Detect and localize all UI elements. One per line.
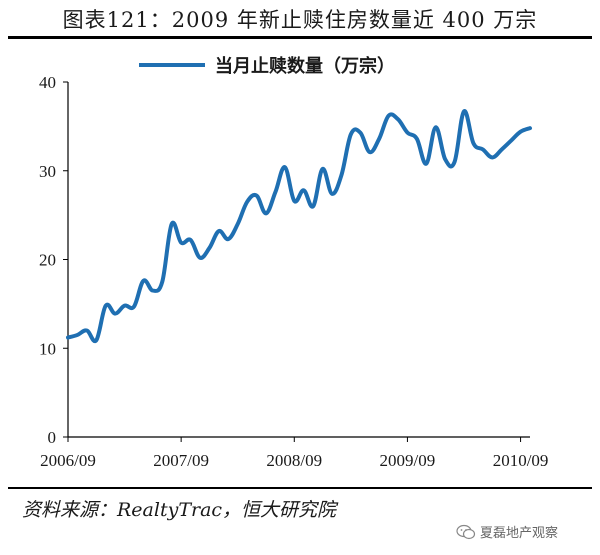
axes <box>63 81 530 442</box>
chart-title: 图表121：2009 年新止赎住房数量近 400 万宗 <box>62 8 538 32</box>
line-chart: 当月止赎数量（万宗） 0 10 20 30 40 2006/09 2007/09 2008/0… <box>39 55 548 470</box>
legend-label: 当月止赎数量（万宗） <box>215 55 395 77</box>
source-note: 资料来源：RealtyTrac，恒大研究院 <box>22 499 337 521</box>
y-tick-label: 10 <box>39 339 56 358</box>
x-tick-label: 2006/09 <box>40 451 96 470</box>
x-tick-label: 2009/09 <box>380 451 436 470</box>
tick-labels: 0 10 20 30 40 2006/09 2007/09 2008/09 2009/09 201… <box>39 73 548 470</box>
y-tick-label: 0 <box>48 428 57 447</box>
y-tick-label: 30 <box>39 162 56 181</box>
series-line <box>66 109 532 344</box>
y-tick-label: 20 <box>39 251 56 270</box>
top-rule <box>8 36 592 39</box>
legend: 当月止赎数量（万宗） <box>139 55 395 77</box>
watermark: 夏磊地产观察 <box>456 522 558 541</box>
wechat-icon <box>456 524 476 539</box>
y-tick-label: 40 <box>39 73 56 92</box>
x-tick-label: 2010/09 <box>493 451 549 470</box>
watermark-text: 夏磊地产观察 <box>480 526 559 541</box>
x-tick-label: 2008/09 <box>266 451 322 470</box>
x-tick-label: 2007/09 <box>153 451 209 470</box>
bottom-rule <box>8 487 592 489</box>
